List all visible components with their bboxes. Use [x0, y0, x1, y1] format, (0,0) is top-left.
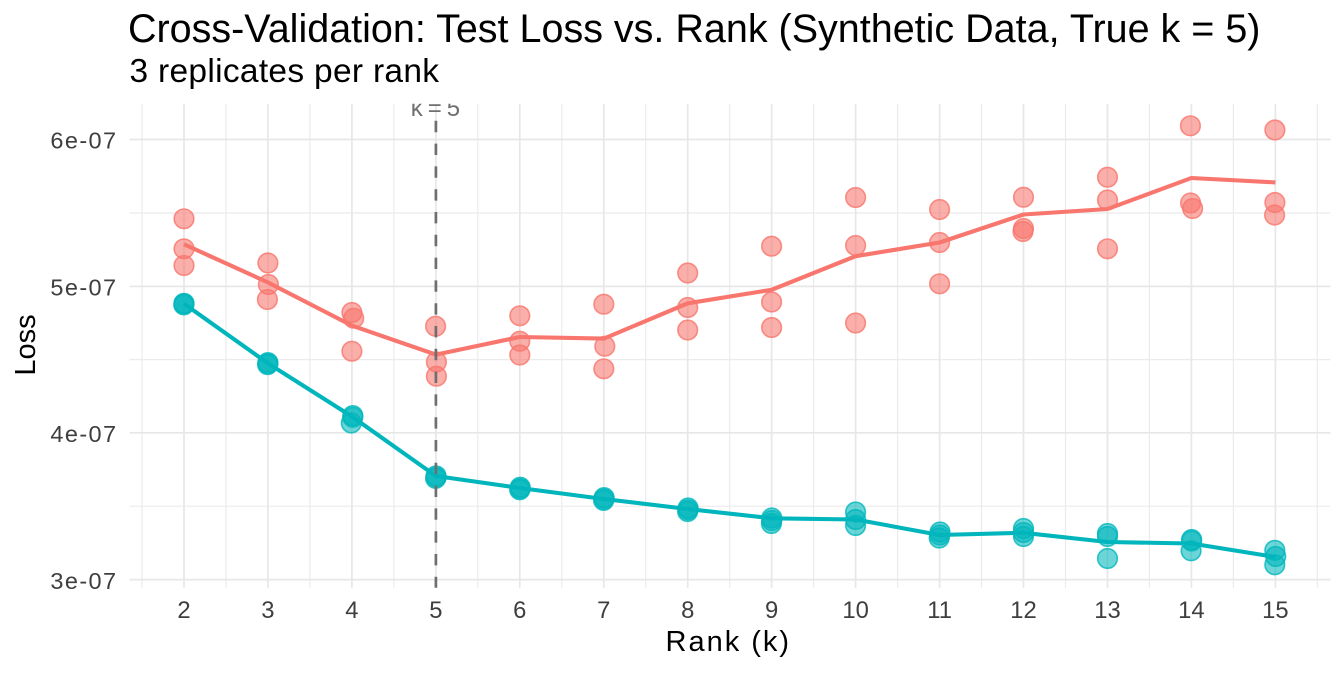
- svg-text:Cross-Validation: Test Loss vs: Cross-Validation: Test Loss vs. Rank (Sy…: [128, 7, 1260, 51]
- svg-text:4: 4: [345, 597, 358, 624]
- svg-text:5: 5: [429, 597, 442, 624]
- svg-text:14: 14: [1178, 597, 1204, 624]
- svg-text:5: 5: [447, 95, 460, 122]
- svg-text:10: 10: [842, 597, 868, 624]
- svg-text:2: 2: [177, 597, 190, 624]
- svg-text:13: 13: [1094, 597, 1120, 624]
- svg-text:9: 9: [765, 597, 778, 624]
- svg-text:3e-07: 3e-07: [50, 568, 117, 594]
- svg-text:3 replicates per rank: 3 replicates per rank: [130, 53, 440, 90]
- svg-text:11: 11: [927, 597, 952, 624]
- svg-text:12: 12: [1010, 597, 1036, 624]
- svg-text:5e-07: 5e-07: [50, 275, 117, 301]
- svg-text:Loss: Loss: [10, 314, 42, 375]
- svg-text:8: 8: [681, 597, 694, 624]
- svg-text:Rank (k): Rank (k): [666, 626, 792, 658]
- svg-text:7: 7: [597, 597, 610, 624]
- svg-text:15: 15: [1262, 597, 1288, 624]
- svg-text:=: =: [428, 95, 442, 122]
- svg-text:3: 3: [261, 597, 274, 624]
- svg-text:4e-07: 4e-07: [50, 421, 117, 447]
- svg-text:k: k: [411, 95, 424, 122]
- svg-text:6e-07: 6e-07: [50, 128, 117, 154]
- svg-text:6: 6: [513, 597, 526, 624]
